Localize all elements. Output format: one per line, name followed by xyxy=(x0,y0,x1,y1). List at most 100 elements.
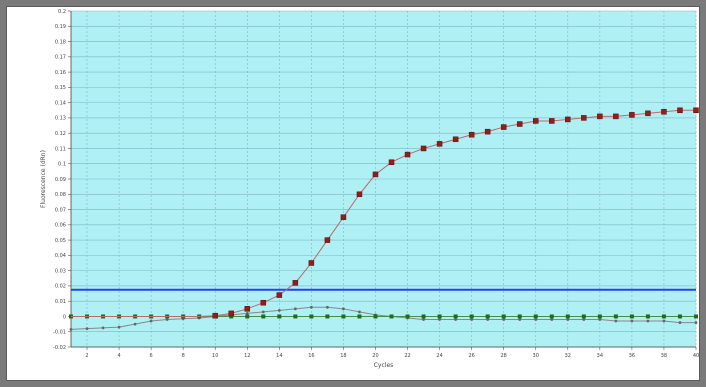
data-point xyxy=(277,314,282,319)
data-point xyxy=(436,141,443,147)
data-point xyxy=(646,319,650,323)
data-point xyxy=(677,107,683,114)
data-point xyxy=(69,328,73,331)
data-point xyxy=(165,318,169,321)
data-point xyxy=(309,305,313,309)
y-tick-label: 0.05 xyxy=(55,238,66,244)
data-point xyxy=(420,145,427,152)
y-tick-label: 0.13 xyxy=(55,116,66,122)
x-tick-label: 40 xyxy=(693,353,699,359)
data-point xyxy=(532,118,539,124)
y-tick-label: -0.01 xyxy=(53,330,66,336)
x-tick-label: 18 xyxy=(340,353,346,359)
data-point xyxy=(597,314,602,319)
data-point xyxy=(518,318,522,321)
data-point xyxy=(517,314,522,319)
data-point xyxy=(276,292,283,298)
data-point xyxy=(533,314,538,319)
x-tick-label: 30 xyxy=(533,353,539,359)
data-point xyxy=(550,318,554,321)
data-point xyxy=(372,171,379,178)
y-tick-label: 0.06 xyxy=(55,223,66,229)
data-point xyxy=(470,318,474,321)
y-tick-label: 0.19 xyxy=(55,24,66,30)
data-point xyxy=(421,314,426,319)
y-tick-label: -0.02 xyxy=(53,345,66,351)
data-point xyxy=(452,136,459,143)
data-point xyxy=(293,307,297,311)
series-layer xyxy=(69,107,699,331)
data-point xyxy=(677,314,682,319)
y-tick-label: 0.17 xyxy=(55,55,66,61)
data-point xyxy=(293,314,298,319)
chart-frame: -0.02 -0.01 0 0.01 0.02 0.03 0.04 0.05 0.06 0.07 0… xyxy=(6,6,700,381)
data-point xyxy=(582,318,586,321)
data-point xyxy=(613,314,618,319)
data-point xyxy=(260,299,267,306)
data-point xyxy=(342,307,345,311)
data-point xyxy=(149,319,153,323)
y-tick-label: 0.08 xyxy=(55,192,66,198)
data-point xyxy=(661,109,667,115)
y-tick-label: 0.11 xyxy=(55,146,66,152)
data-point xyxy=(678,321,682,324)
x-tick-label: 10 xyxy=(212,353,218,359)
data-point xyxy=(566,318,570,321)
data-point xyxy=(693,107,699,114)
data-point xyxy=(357,314,362,319)
x-tick-label: 12 xyxy=(244,353,250,359)
data-point xyxy=(228,310,235,317)
data-point xyxy=(614,319,618,323)
data-point xyxy=(341,314,346,319)
data-point xyxy=(694,314,698,319)
chart-svg: -0.02 -0.01 0 0.01 0.02 0.03 0.04 0.05 0.06 0.07 0… xyxy=(40,9,699,369)
data-point xyxy=(453,314,458,319)
data-point xyxy=(454,318,458,321)
y-tick-label: 0.12 xyxy=(55,131,66,137)
data-point xyxy=(117,325,121,329)
data-point xyxy=(598,318,602,321)
data-point xyxy=(437,314,442,319)
x-tick-label: 26 xyxy=(468,353,474,359)
data-point xyxy=(405,314,410,319)
data-point xyxy=(308,260,315,266)
data-point xyxy=(486,318,490,321)
data-point xyxy=(133,322,137,326)
y-tick-label: 0.15 xyxy=(55,85,66,91)
y-tick-label: 0.1 xyxy=(58,162,66,168)
data-point xyxy=(549,118,555,124)
axes: -0.02 -0.01 0 0.01 0.02 0.03 0.04 0.05 0.06 0.07 0… xyxy=(53,9,699,359)
x-tick-label: 24 xyxy=(436,353,442,359)
data-point xyxy=(469,314,474,319)
x-tick-label: 14 xyxy=(276,353,282,359)
data-point xyxy=(630,319,634,323)
data-point xyxy=(324,237,331,243)
data-point xyxy=(629,314,634,319)
y-tick-label: 0.02 xyxy=(55,284,66,290)
data-point xyxy=(500,124,507,130)
data-point xyxy=(565,116,571,123)
x-tick-label: 20 xyxy=(372,353,378,359)
data-point xyxy=(388,159,395,165)
data-point xyxy=(565,314,570,319)
data-point xyxy=(468,131,475,138)
data-point xyxy=(438,318,441,321)
data-point xyxy=(326,305,329,309)
y-tick-label: 0.14 xyxy=(55,100,66,106)
data-point xyxy=(549,314,554,319)
data-point xyxy=(325,314,330,319)
data-point xyxy=(245,314,250,319)
data-point xyxy=(101,326,105,330)
data-point xyxy=(85,327,89,331)
x-tick-label: 32 xyxy=(565,353,571,359)
x-tick-label: 2 xyxy=(85,353,88,359)
data-point xyxy=(358,310,361,314)
data-point xyxy=(662,319,666,323)
x-tick-label: 4 xyxy=(117,353,120,359)
y-tick-label: 0.01 xyxy=(55,299,66,305)
y-tick-label: 0.18 xyxy=(55,39,66,45)
data-point xyxy=(516,121,523,127)
data-point xyxy=(245,312,249,315)
y-tick-label: 0 xyxy=(63,314,66,320)
y-tick-label: 0.16 xyxy=(55,70,66,76)
